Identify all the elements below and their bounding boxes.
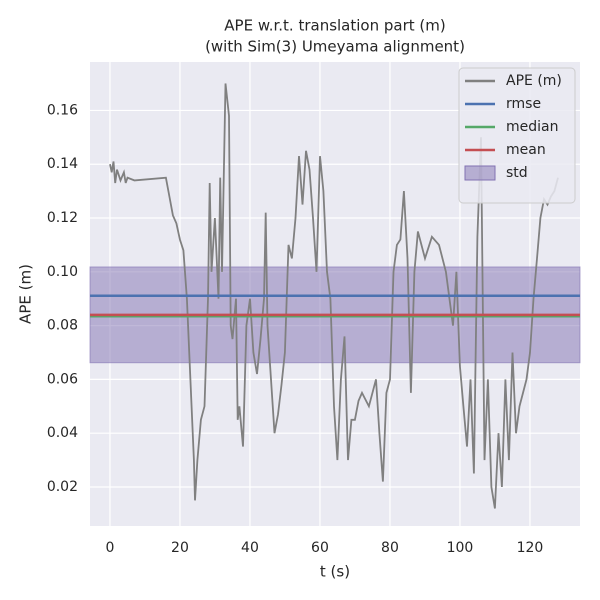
legend-label: APE (m): [506, 73, 562, 89]
ape-line: [109, 83, 559, 509]
legend-label: rmse: [506, 96, 541, 112]
chart-subtitle: (with Sim(3) Umeyama alignment): [205, 38, 465, 56]
y-tick-label: 0.08: [47, 318, 78, 334]
x-tick-label: 120: [517, 540, 544, 556]
y-tick-label: 0.14: [47, 156, 78, 172]
y-tick-label: 0.06: [47, 371, 78, 387]
legend-label: median: [506, 119, 558, 135]
y-tick-label: 0.10: [47, 264, 78, 280]
y-tick-label: 0.02: [47, 479, 78, 495]
x-tick-label: 60: [311, 540, 329, 556]
chart-title: APE w.r.t. translation part (m): [224, 17, 445, 35]
x-tick-label: 40: [241, 540, 259, 556]
x-tick-label: 100: [447, 540, 474, 556]
y-tick-label: 0.12: [47, 210, 78, 226]
x-tick-label: 20: [171, 540, 189, 556]
x-axis-label: t (s): [320, 563, 350, 581]
y-tick-label: 0.16: [47, 102, 78, 118]
y-tick-label: 0.04: [47, 425, 78, 441]
x-tick-label: 0: [105, 540, 114, 556]
legend-label: std: [506, 165, 528, 181]
x-tick-label: 80: [381, 540, 399, 556]
legend-label: mean: [506, 142, 546, 158]
legend-swatch: [464, 165, 496, 181]
y-axis-label: APE (m): [17, 264, 35, 324]
